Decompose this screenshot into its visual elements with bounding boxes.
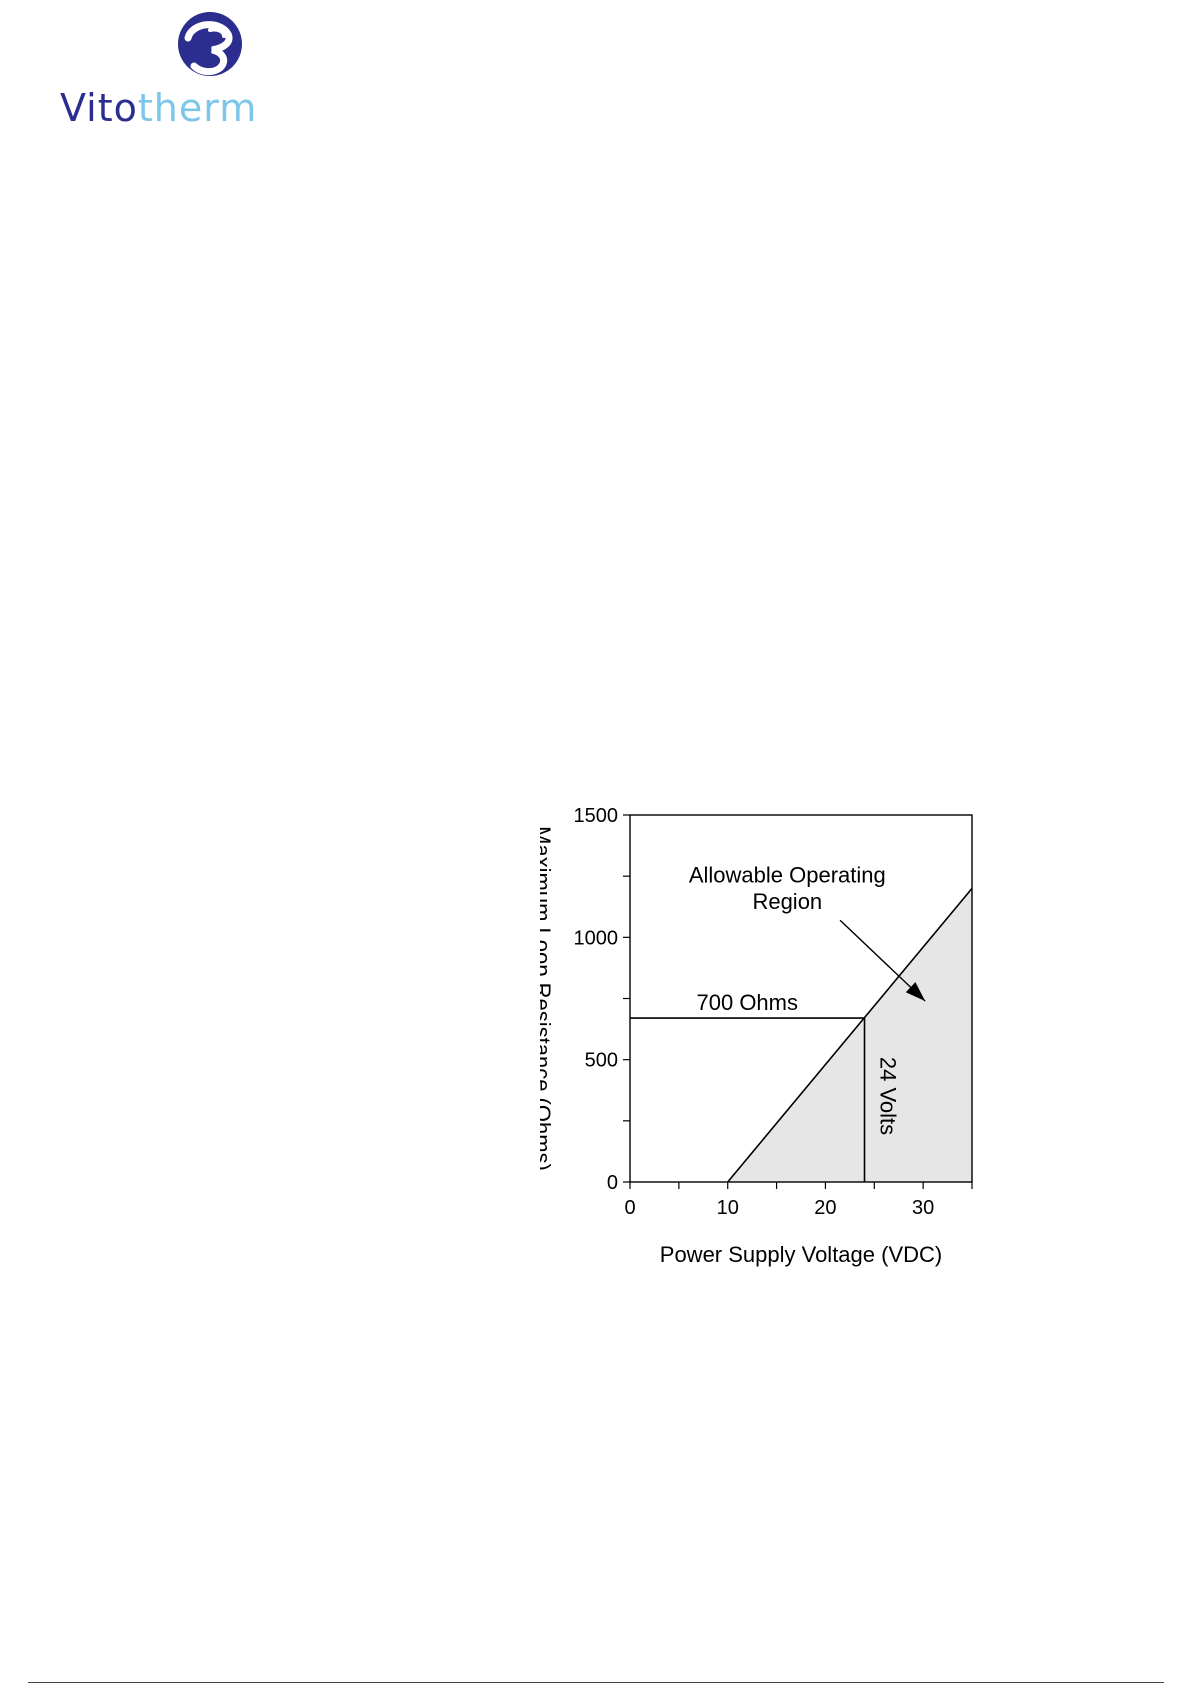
x-axis-label: Power Supply Voltage (VDC) (660, 1242, 942, 1267)
region-arrow-head (905, 982, 926, 1001)
y-tick-label: 500 (585, 1050, 618, 1072)
reference-horizontal-label: 700 Ohms (697, 990, 799, 1015)
region-label-line2: Region (752, 889, 822, 914)
brand-name-part2: therm (137, 86, 258, 130)
y-tick-label: 1500 (574, 805, 619, 827)
vitotherm-logo: Vitotherm (60, 8, 290, 133)
loop-resistance-chart: 0 10 20 30 0 500 1000 1500 700 Ohms 24 Volts Al… (540, 800, 1080, 1330)
y-axis-label: Maximum Loop Resistance (Ohms) (540, 826, 555, 1171)
x-tick-label: 30 (912, 1197, 934, 1219)
x-tick-label: 20 (814, 1197, 836, 1219)
region-label-line1: Allowable Operating (689, 862, 886, 887)
x-tick-label: 0 (624, 1197, 635, 1219)
y-tick-label: 1000 (574, 927, 619, 949)
page-footer-rule (28, 1682, 1164, 1683)
brand-wordmark: Vitotherm (60, 86, 257, 130)
y-tick-label: 0 (607, 1172, 618, 1194)
x-tick-label: 10 (717, 1197, 739, 1219)
axis-ticks: 0 10 20 30 0 500 1000 1500 (574, 805, 973, 1219)
boundary-line (727, 887, 973, 1183)
bird-swirl-logo-icon (178, 12, 242, 76)
reference-vertical-label: 24 Volts (876, 1057, 901, 1135)
brand-name-part1: Vito (60, 86, 138, 130)
chart-canvas: 0 10 20 30 0 500 1000 1500 700 Ohms 24 Volts Al… (540, 805, 973, 1267)
